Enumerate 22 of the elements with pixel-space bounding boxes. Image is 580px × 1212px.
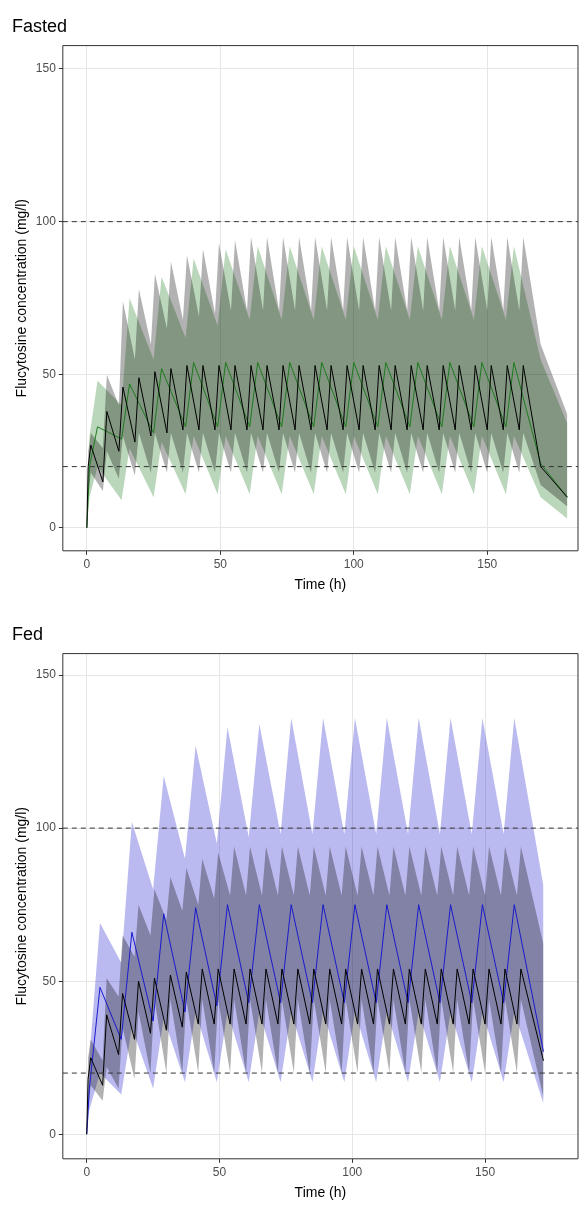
x-tick-label: 0 bbox=[83, 557, 91, 572]
x-tick-label: 100 bbox=[343, 557, 365, 572]
x-axis-title: Time (h) bbox=[294, 1184, 347, 1201]
x-tick-label: 100 bbox=[342, 1165, 363, 1180]
x-tick-label: 150 bbox=[475, 1165, 496, 1180]
y-axis-title: Flucytosine concentration (mg/l) bbox=[13, 198, 30, 398]
y-tick-label: 50 bbox=[42, 973, 57, 988]
y-axis-title: Flucytosine concentration (mg/l) bbox=[13, 806, 30, 1006]
y-tick-label: 0 bbox=[49, 1126, 57, 1141]
x-tick-label: 0 bbox=[83, 1165, 91, 1180]
y-tick-label: 0 bbox=[49, 520, 57, 535]
y-tick-label: 100 bbox=[35, 820, 57, 835]
x-tick-label: 50 bbox=[213, 557, 228, 572]
y-tick-label: 100 bbox=[35, 213, 57, 228]
chart-title: Fasted bbox=[12, 15, 68, 36]
x-tick-label: 150 bbox=[477, 557, 498, 572]
y-tick-label: 50 bbox=[42, 367, 57, 382]
x-axis-title: Time (h) bbox=[294, 576, 347, 593]
y-tick-label: 150 bbox=[35, 667, 57, 682]
y-tick-label: 150 bbox=[35, 60, 57, 75]
x-tick-label: 50 bbox=[212, 1165, 227, 1180]
chart-title: Fed bbox=[12, 623, 44, 644]
